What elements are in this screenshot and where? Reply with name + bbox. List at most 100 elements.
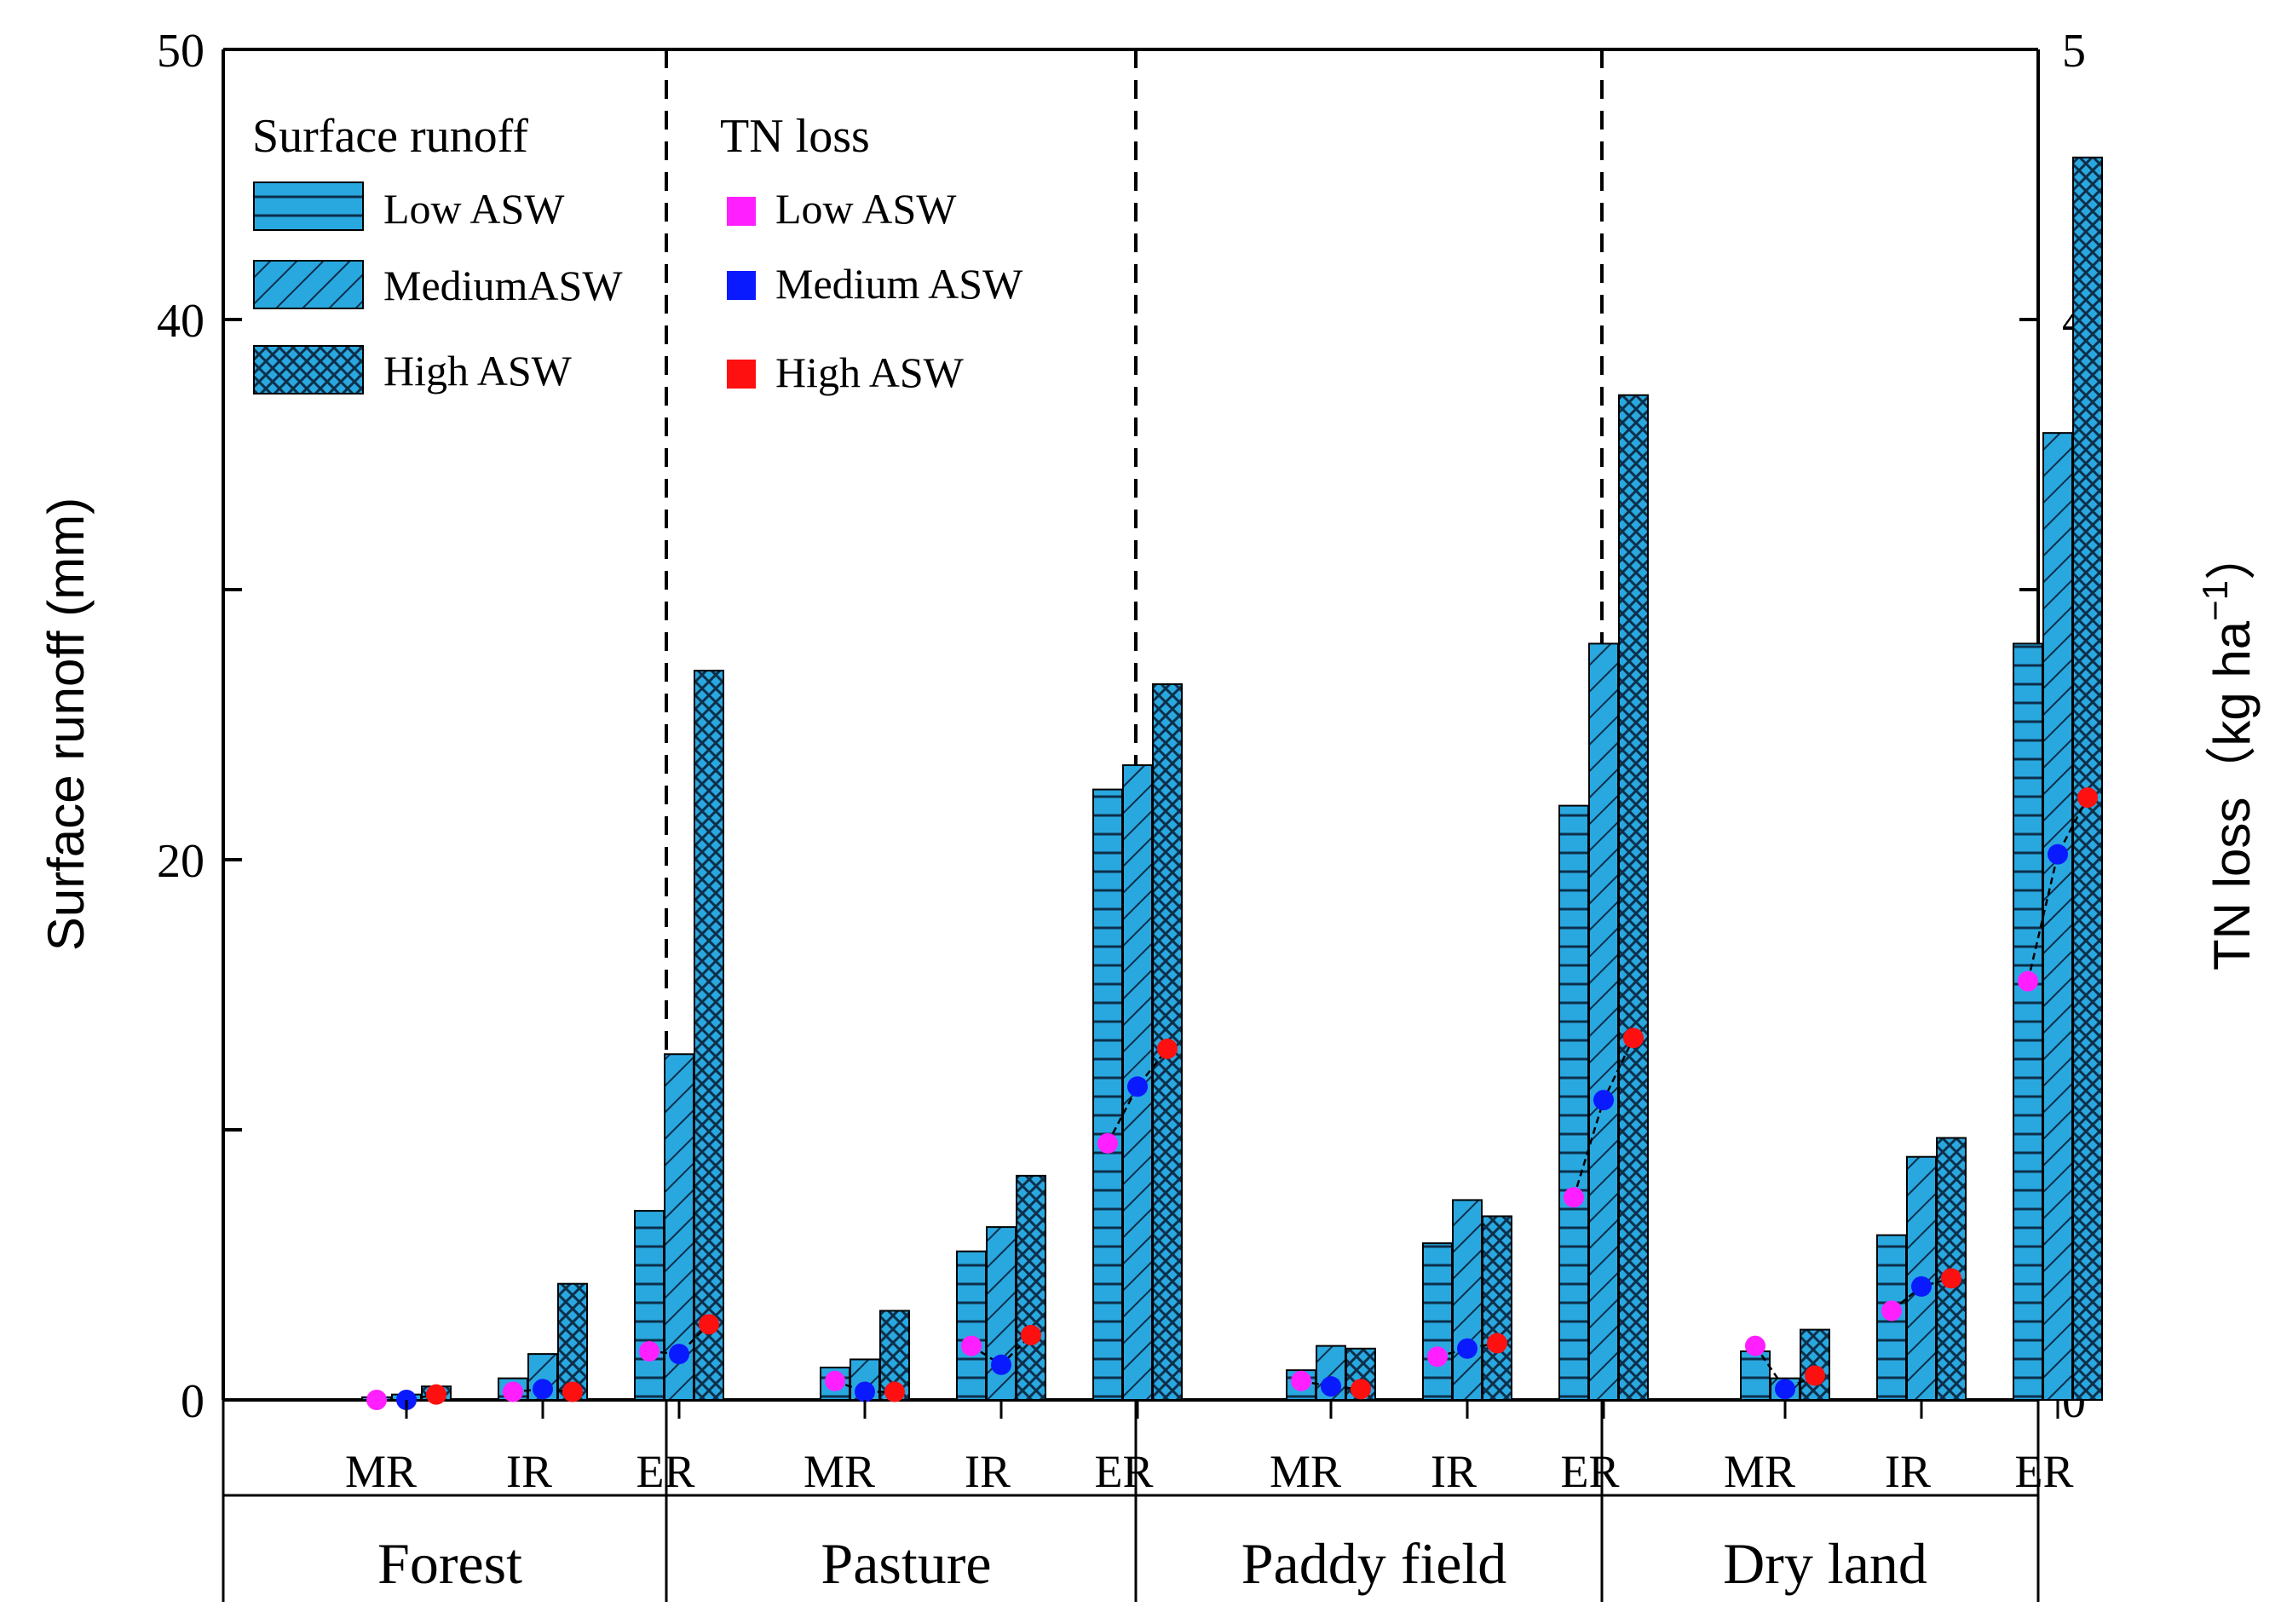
category-label: MR <box>345 1446 417 1497</box>
runoff-bar <box>2072 156 2103 1401</box>
runoff-bar <box>1452 1199 1483 1402</box>
legend-swatch-high <box>253 345 364 394</box>
legend-runoff-high: High ASW <box>383 347 573 394</box>
tn-point <box>1805 1365 1825 1386</box>
legend-tn-low: Low ASW <box>775 185 957 233</box>
tn-point <box>1097 1132 1118 1154</box>
runoff-bar <box>1016 1174 1046 1401</box>
category-label: MR <box>804 1446 875 1497</box>
tn-point <box>1593 1090 1614 1111</box>
category-label: ER <box>636 1446 694 1497</box>
tn-point <box>1457 1338 1477 1359</box>
tn-point <box>426 1384 446 1405</box>
group-label: Forest <box>377 1531 522 1596</box>
runoff-bar <box>1618 394 1649 1401</box>
category-label: MR <box>1270 1446 1341 1497</box>
tn-point <box>1157 1038 1178 1059</box>
runoff-bar <box>634 1210 665 1401</box>
runoff-bar <box>2042 432 2073 1401</box>
tn-point <box>2018 970 2038 992</box>
svg-text:TN loss（kg ha−1）: TN loss（kg ha−1） <box>2195 529 2261 970</box>
tn-point <box>2048 844 2068 865</box>
tn-point <box>855 1381 875 1402</box>
tn-point <box>1321 1376 1341 1397</box>
left-axis-title: Surface runoff (mm) <box>37 498 95 951</box>
tn-point <box>1911 1276 1932 1297</box>
legend-tn-title: TN loss <box>720 110 870 163</box>
left-tick-label: 20 <box>157 835 204 888</box>
tn-point <box>1745 1335 1765 1356</box>
tn-point <box>884 1381 905 1402</box>
right-axis-title-close: ） <box>2203 529 2261 580</box>
runoff-bar <box>1558 804 1589 1401</box>
runoff-bar <box>1482 1215 1512 1401</box>
group-label: Paddy field <box>1241 1531 1507 1596</box>
category-label: MR <box>1724 1446 1795 1497</box>
runoff-bar <box>694 670 724 1401</box>
right-axis-title-unit: （kg ha <box>2203 620 2261 797</box>
tn-point <box>1941 1268 1961 1289</box>
right-axis-title: TN loss（kg ha−1） <box>2195 529 2261 970</box>
tn-point <box>991 1354 1011 1375</box>
tn-point <box>825 1370 845 1391</box>
tn-point <box>1487 1333 1507 1354</box>
legend-tn-high: High ASW <box>775 348 965 396</box>
tn-point <box>1291 1370 1311 1391</box>
category-label: ER <box>1560 1446 1619 1497</box>
runoff-bar <box>1800 1328 1830 1401</box>
tn-point <box>562 1381 583 1402</box>
legend-runoff-title: Surface runoff <box>252 110 528 163</box>
tn-point <box>1623 1028 1644 1049</box>
group-labels: Forest Pasture Paddy field Dry land <box>377 1531 1927 1596</box>
tn-connector <box>1754 1345 1816 1391</box>
tn-point <box>961 1335 982 1356</box>
legend-swatch-low <box>253 181 364 231</box>
tn-point <box>1564 1187 1584 1208</box>
runoff-bar <box>1740 1350 1771 1401</box>
category-label: ER <box>1094 1446 1153 1497</box>
legend-marker-low <box>727 197 756 226</box>
tn-point <box>1775 1379 1795 1400</box>
category-label: IR <box>965 1446 1011 1497</box>
group-label: Pasture <box>821 1531 991 1596</box>
tn-point <box>366 1390 387 1410</box>
right-axis-title-main: TN loss <box>2203 798 2261 970</box>
tn-point <box>669 1344 689 1365</box>
legend-runoff-medium: MediumASW <box>383 262 623 309</box>
runoff-bar <box>2013 642 2043 1401</box>
runoff-bar <box>557 1282 588 1401</box>
tn-point <box>533 1379 553 1400</box>
tn-connector <box>648 1323 710 1356</box>
category-label: IR <box>506 1446 552 1497</box>
category-label: ER <box>2014 1446 2073 1497</box>
category-labels: MR IR ER MR IR ER MR IR ER MR IR ER <box>345 1400 2074 1497</box>
runoff-bar <box>1092 788 1123 1401</box>
runoff-bar <box>664 1053 694 1401</box>
legend-runoff-low: Low ASW <box>383 185 565 233</box>
right-axis-title-sup: −1 <box>2195 580 2235 621</box>
runoff-bar <box>1588 642 1619 1401</box>
runoff-bar <box>956 1250 987 1402</box>
runoff-bars <box>361 156 2103 1402</box>
category-label: IR <box>1431 1446 1477 1497</box>
runoff-bar <box>1422 1242 1453 1402</box>
legend: Surface runoff Low ASW MediumASW High AS… <box>252 110 1023 396</box>
tn-point <box>1127 1076 1148 1097</box>
left-tick-label: 0 <box>181 1375 204 1428</box>
tn-points <box>366 787 2098 1410</box>
left-axis-ticks: 0 20 40 50 <box>157 25 2038 1428</box>
tn-point <box>1351 1379 1371 1400</box>
legend-swatch-medium <box>253 260 364 309</box>
legend-marker-medium <box>727 271 756 300</box>
tn-point <box>699 1314 719 1335</box>
left-tick-label: 50 <box>157 25 204 78</box>
category-label: IR <box>1885 1446 1931 1497</box>
tn-point <box>639 1340 660 1362</box>
tn-point <box>1427 1346 1448 1368</box>
tn-point <box>1881 1300 1902 1322</box>
legend-tn-medium: Medium ASW <box>775 260 1023 308</box>
legend-marker-high <box>727 360 756 389</box>
left-tick-label: 40 <box>157 295 204 348</box>
tn-point <box>2077 787 2098 809</box>
